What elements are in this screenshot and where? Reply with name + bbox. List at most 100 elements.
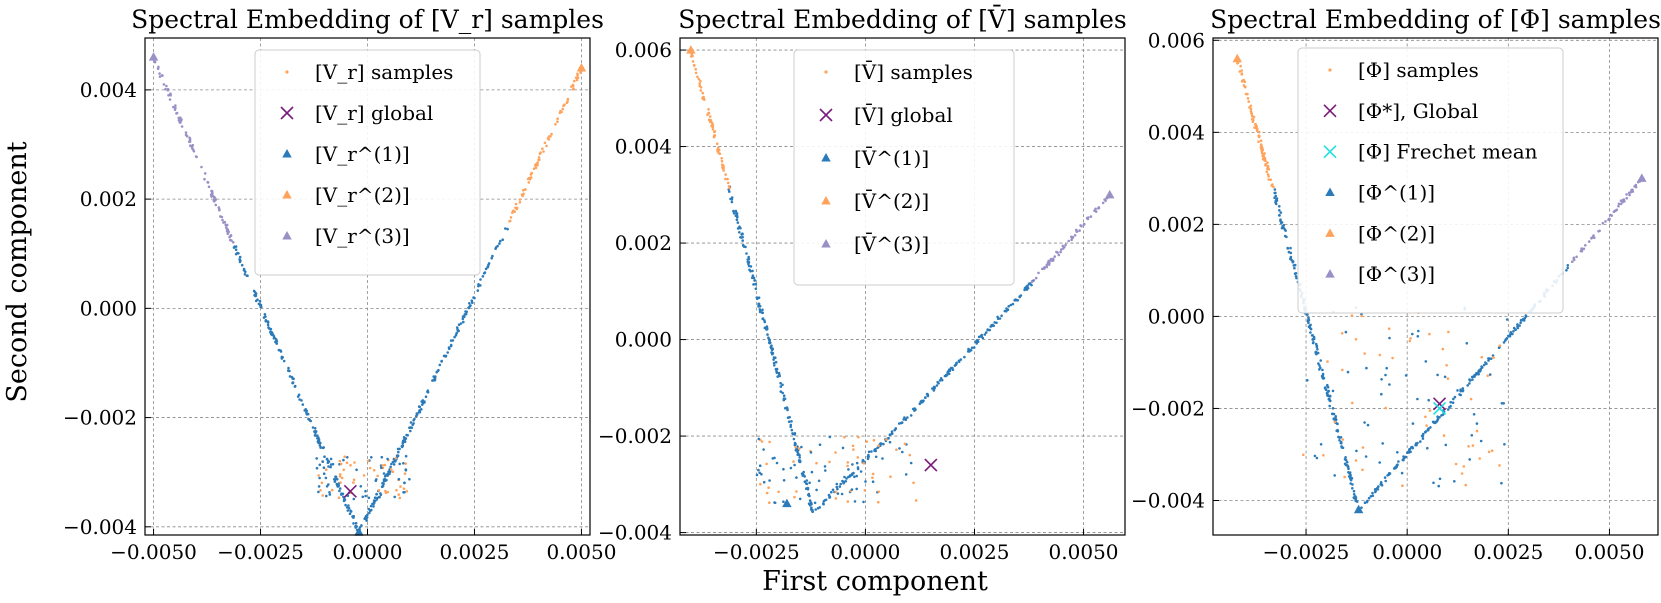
sample-point <box>1314 342 1318 346</box>
sample-point <box>162 83 166 86</box>
x-axis-label: First component <box>762 566 988 597</box>
sample-point <box>1369 495 1373 498</box>
sample-point <box>828 460 831 464</box>
sample-point <box>966 350 970 353</box>
sample-point <box>214 203 218 207</box>
sample-point <box>334 475 338 479</box>
legend-item: [Φ*], Global <box>1323 99 1478 123</box>
sample-point <box>857 435 860 439</box>
sample-point <box>287 366 290 370</box>
sample-point <box>1352 489 1356 493</box>
sample-point <box>347 506 351 510</box>
sample-point <box>325 485 329 488</box>
sample-point <box>1355 500 1359 503</box>
sample-point <box>1266 167 1269 170</box>
sample-point <box>1575 255 1578 259</box>
sample-point <box>320 481 324 485</box>
sample-point <box>385 478 388 482</box>
sample-point <box>203 177 206 181</box>
sample-point <box>401 442 405 445</box>
cluster-1-marker <box>782 498 792 508</box>
sample-point <box>456 329 460 333</box>
sample-point <box>448 347 451 351</box>
sample-point <box>1254 126 1258 130</box>
sample-point <box>715 142 719 145</box>
sample-point <box>328 493 332 496</box>
sample-point <box>792 460 795 463</box>
sample-point <box>898 447 901 450</box>
sample-point <box>522 192 525 196</box>
sample-point <box>177 119 181 122</box>
sample-point <box>824 469 827 472</box>
sample-point <box>297 393 301 397</box>
sample-point <box>867 453 870 457</box>
sample-point <box>1443 375 1447 379</box>
sample-point <box>1340 445 1343 448</box>
sample-point <box>1242 84 1246 87</box>
sample-point <box>1326 385 1330 389</box>
scatter-points <box>689 48 1110 513</box>
sample-point <box>873 449 876 452</box>
sample-point <box>867 456 870 459</box>
sample-point <box>759 482 762 486</box>
sample-point <box>1580 249 1584 253</box>
legend: [Φ] samples [Φ*], Global [Φ] Frechet mean [… <box>1297 47 1564 314</box>
sample-point <box>781 391 784 395</box>
sample-point <box>727 185 731 188</box>
sample-point <box>446 351 450 354</box>
sample-point <box>811 510 814 513</box>
sample-point <box>225 223 229 227</box>
legend: [V_r] samples [V_r] global [V_r^(1)] [V_r^(… <box>254 49 481 276</box>
sample-point <box>1446 408 1450 411</box>
sample-point <box>724 173 727 176</box>
sample-point <box>739 226 742 230</box>
sample-point <box>768 501 771 505</box>
sample-point <box>970 346 974 350</box>
sample-point <box>763 320 767 324</box>
sample-point <box>1584 244 1587 247</box>
sample-point <box>913 407 916 410</box>
sample-point <box>885 438 888 441</box>
sample-point <box>851 463 854 466</box>
sample-point <box>418 409 422 412</box>
sample-point <box>847 468 850 471</box>
y-tick-label: 0.002 <box>80 187 137 211</box>
sample-point <box>1289 246 1292 250</box>
sample-point <box>397 450 400 454</box>
sample-point <box>1319 443 1323 446</box>
sample-point <box>311 426 315 429</box>
sample-point <box>1447 330 1450 334</box>
sample-point <box>387 470 391 474</box>
sample-point <box>1363 421 1366 424</box>
sample-point <box>870 450 873 453</box>
sample-point <box>765 328 769 331</box>
sample-point <box>1266 164 1269 168</box>
sample-point <box>378 495 381 499</box>
sample-point <box>1326 393 1329 396</box>
sample-point <box>1617 202 1621 206</box>
sample-point <box>775 370 778 373</box>
sample-point <box>822 500 826 503</box>
sample-point <box>418 405 422 409</box>
sample-point <box>957 359 961 363</box>
sample-point <box>1451 401 1455 405</box>
sample-point <box>464 312 468 316</box>
sample-point <box>403 481 406 485</box>
sample-point <box>243 273 247 276</box>
sample-point <box>352 522 355 525</box>
sample-point <box>1306 379 1309 382</box>
sample-point <box>225 227 229 231</box>
sample-point <box>317 485 321 488</box>
sample-point <box>1351 483 1354 486</box>
sample-point <box>1466 384 1469 387</box>
sample-point <box>747 257 751 261</box>
sample-point <box>841 479 844 483</box>
x-tick-label: 0.0050 <box>546 540 616 564</box>
sample-point <box>469 304 472 307</box>
sample-point <box>253 291 257 294</box>
sample-point <box>1505 318 1509 321</box>
sample-point <box>758 464 762 468</box>
sample-point <box>1279 218 1282 221</box>
sample-point <box>754 287 758 291</box>
sample-point <box>1425 424 1428 427</box>
